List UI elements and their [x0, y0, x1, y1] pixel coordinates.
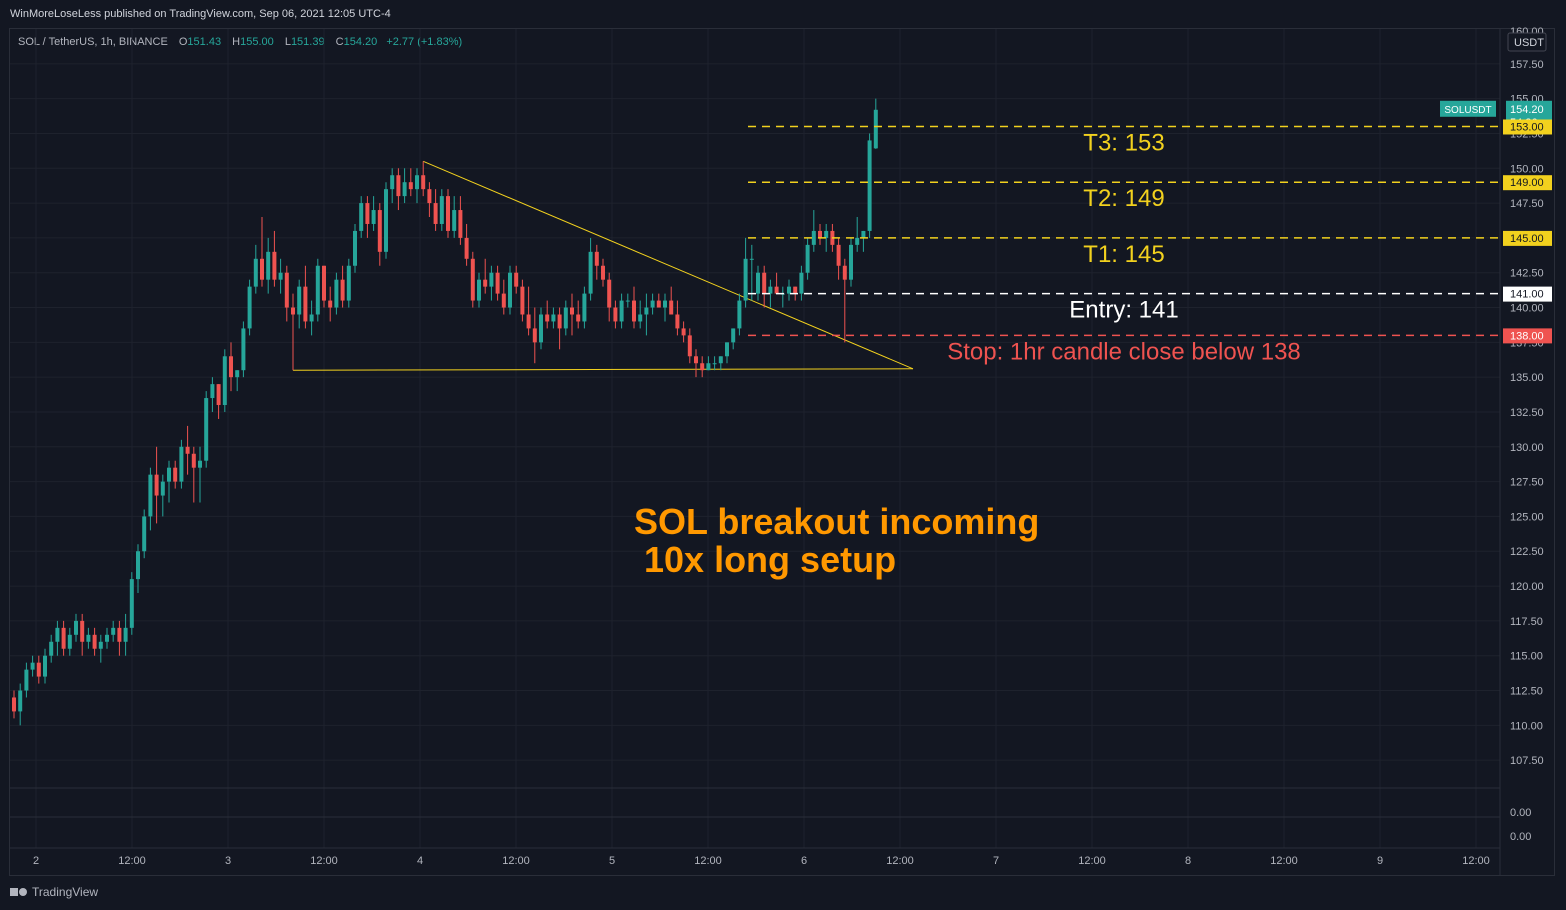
- published-by-text: WinMoreLoseLess published on TradingView…: [10, 8, 391, 20]
- symbol-legend: SOL / TetherUS, 1h, BINANCE O151.43 H155…: [18, 36, 462, 48]
- symbol-name[interactable]: SOL / TetherUS, 1h, BINANCE: [18, 36, 168, 48]
- open-label: O: [178, 36, 188, 48]
- change-value: +2.77 (+1.83%): [386, 36, 463, 48]
- chart-frame: [9, 28, 1555, 876]
- publish-header: WinMoreLoseLess published on TradingView…: [0, 0, 1566, 28]
- low-label: L: [284, 36, 291, 48]
- brand-text: TradingView: [32, 885, 99, 899]
- tradingview-brand[interactable]: TradingView: [10, 885, 98, 899]
- tradingview-logo-icon: [10, 886, 28, 898]
- high-label: H: [232, 36, 241, 48]
- close-label: C: [335, 36, 344, 48]
- close-value: 154.20: [343, 36, 378, 48]
- open-value: 151.43: [187, 36, 222, 48]
- low-value: 151.39: [290, 36, 325, 48]
- high-value: 155.00: [240, 36, 274, 48]
